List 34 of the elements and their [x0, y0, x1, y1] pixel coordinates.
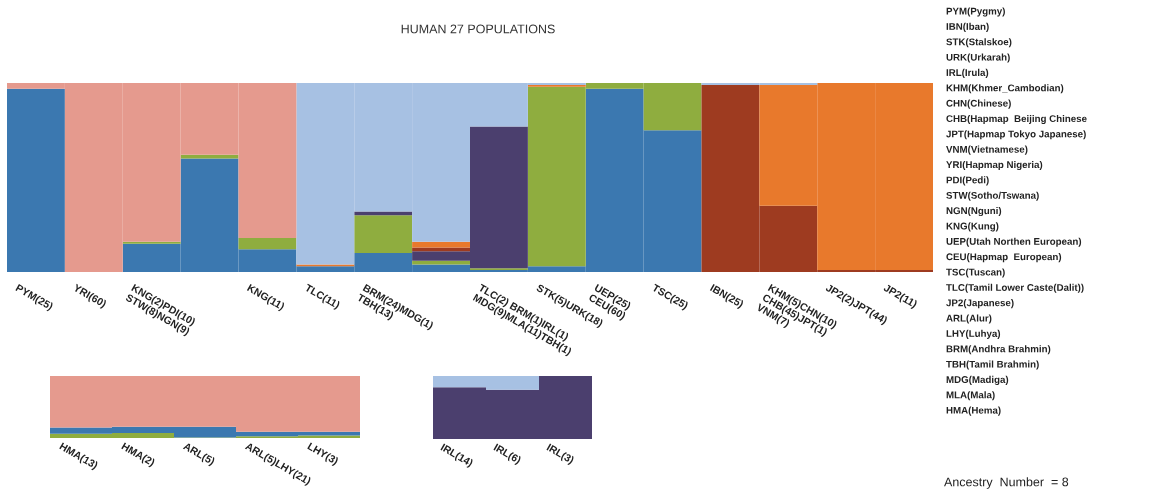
- text: STW(Sotho/Tswana): [946, 191, 1039, 201]
- text: KHM(Khmer_Cambodian): [946, 84, 1064, 94]
- text: JPT(Hapmap Tokyo Japanese): [946, 130, 1086, 140]
- bar: [180, 154, 239, 159]
- text: STK(Stalskoe): [946, 38, 1012, 48]
- text: NGN(Nguni): [946, 207, 1002, 217]
- bar: [238, 237, 297, 250]
- text: ARL(Alur): [946, 314, 992, 324]
- bar: [7, 88, 65, 272]
- text: CEU(Hapmap European): [946, 253, 1062, 263]
- text: Ancestry Number = 8: [944, 477, 1069, 489]
- bar: [354, 215, 413, 254]
- text: UEP(Utah Northen European): [946, 237, 1082, 247]
- text: PDI(Pedi): [946, 176, 989, 186]
- text: TSC(Tuscan): [946, 268, 1005, 278]
- text: IBN(Iban): [946, 22, 989, 32]
- text: KNG(Kung): [946, 222, 999, 232]
- text: PYM(Pygmy): [946, 7, 1005, 17]
- text: CHB(Hapmap Beijing Chinese: [946, 114, 1087, 124]
- text: TLC(Tamil Lower Caste(Dalit)): [946, 283, 1084, 293]
- text: MLA(Mala): [946, 391, 995, 401]
- text: VNM(Vietnamese): [946, 145, 1028, 155]
- text: JP2(Japanese): [946, 299, 1014, 309]
- text: IRL(Irula): [946, 68, 989, 78]
- bar: [412, 247, 470, 252]
- text: HMA(Hema): [946, 406, 1001, 416]
- text: YRI(Hapmap Nigeria): [946, 160, 1043, 171]
- chart-title: HUMAN 27 POPULATIONS: [401, 24, 555, 34]
- text: URK(Urkarah): [946, 53, 1010, 63]
- text: BRM(Andhra Brahmin): [946, 345, 1051, 355]
- text: MDG(Madiga): [946, 375, 1009, 385]
- text: LHY(Luhya): [946, 329, 1001, 339]
- text: TBH(Tamil Brahmin): [946, 360, 1039, 370]
- text: CHN(Chinese): [946, 99, 1011, 109]
